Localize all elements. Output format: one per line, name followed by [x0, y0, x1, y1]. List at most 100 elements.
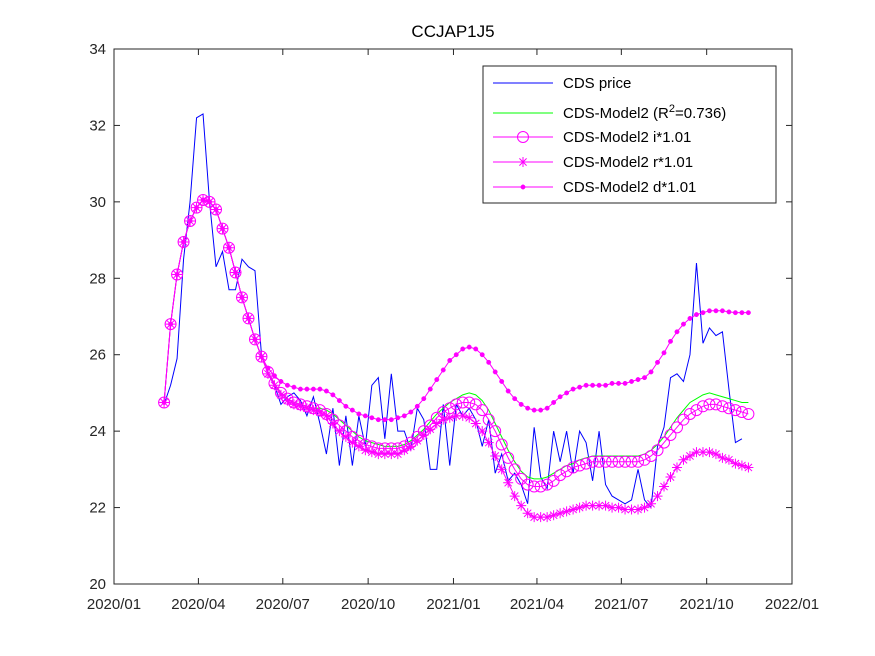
series-3-point-88 — [722, 402, 735, 415]
legend-entry-3: CDS-Model2 i*1.01 — [493, 129, 691, 146]
series-3-point-79 — [664, 428, 677, 441]
series-4-point-76 — [646, 498, 657, 509]
series-5-point-18 — [272, 373, 277, 379]
series-4-point-58 — [529, 512, 540, 523]
series-4-point-45 — [444, 412, 455, 423]
series-5-point-75 — [642, 375, 647, 381]
series-3-point-54 — [502, 451, 515, 464]
series-5-point-63 — [564, 390, 570, 396]
series-5-point-42 — [427, 386, 433, 392]
series-5-point-4 — [181, 239, 187, 245]
legend-label: CDS-Model2 i*1.01 — [563, 129, 691, 146]
series-4-point-73 — [626, 504, 637, 515]
series-5-point-52 — [492, 369, 498, 375]
series-4-point-61 — [548, 510, 559, 521]
series-4-point-68 — [594, 500, 605, 511]
series-5-point-57 — [525, 405, 531, 411]
series-4-point-37 — [392, 449, 403, 460]
series-5-point-26 — [323, 388, 329, 394]
series-3-point-68 — [593, 455, 606, 468]
series-4-point-22 — [295, 401, 306, 412]
series-4-point-25 — [314, 407, 325, 418]
series-3-point-85 — [703, 398, 716, 411]
series-5-point-76 — [648, 369, 654, 375]
series-5-point-9 — [213, 207, 219, 212]
series-4-point-91 — [743, 462, 754, 473]
series-5-point-79 — [668, 338, 673, 344]
series-4-point-53 — [496, 464, 507, 475]
series-4-point-60 — [542, 512, 553, 523]
series-5-point-65 — [577, 384, 583, 390]
series-4-point-86 — [710, 449, 721, 460]
series-5-point-23 — [304, 386, 310, 392]
series-4-point-20 — [282, 395, 293, 406]
series-4-point-38 — [399, 445, 410, 456]
series-3-point-5 — [184, 214, 197, 227]
x-tick-label: 2020/10 — [341, 596, 395, 613]
series-3-point-3 — [171, 268, 184, 281]
series-3-point-59 — [534, 480, 547, 493]
series-3-point-48 — [463, 396, 476, 409]
series-3-point-53 — [495, 438, 508, 451]
y-tick-label: 20 — [89, 576, 106, 593]
series-5-point-82 — [687, 315, 693, 321]
series-3-point-83 — [690, 404, 703, 417]
series-5-point-64 — [570, 386, 576, 392]
series-4-point-70 — [607, 502, 618, 513]
series-5-point-46 — [453, 352, 459, 358]
x-tick-label: 2020/07 — [256, 596, 310, 613]
series-5-point-34 — [375, 417, 381, 423]
series-4-point-49 — [470, 418, 481, 429]
series-4-point-89 — [730, 458, 741, 469]
series-5-point-16 — [259, 354, 264, 360]
series-4-point-81 — [678, 454, 689, 465]
series-3-point-80 — [670, 421, 683, 434]
series-3-point-6 — [190, 201, 203, 214]
series-4-point-56 — [516, 500, 527, 511]
series-4-point-78 — [659, 481, 670, 492]
series-5-point-62 — [557, 394, 563, 400]
series-4-point-50 — [477, 426, 488, 437]
series-5-point-11 — [226, 245, 232, 251]
series-4-point-17 — [262, 368, 273, 379]
series-5-point-36 — [388, 417, 394, 423]
series-5-point-85 — [707, 308, 712, 314]
legend-entry-4: CDS-Model2 r*1.01 — [493, 154, 693, 171]
series-4-point-32 — [360, 445, 371, 456]
series-4-point-24 — [308, 405, 319, 416]
series-4-point-54 — [503, 477, 514, 488]
series-5-point-40 — [414, 403, 420, 409]
series-3-point-16 — [255, 350, 268, 363]
y-tick-label: 28 — [89, 270, 106, 287]
series-3-point-46 — [450, 398, 463, 411]
series-5-point-81 — [681, 321, 686, 327]
series-5-point-50 — [479, 352, 485, 358]
series-5-point-44 — [440, 367, 446, 373]
series-3-point-11 — [223, 241, 236, 254]
series-5-point-6 — [194, 205, 199, 211]
series-3-point-15 — [248, 333, 261, 346]
series-4-point-85 — [704, 447, 715, 458]
series-3-point-70 — [606, 455, 619, 468]
series-5-point-12 — [233, 270, 238, 276]
series-4-point-67 — [587, 500, 598, 511]
series-5-point-53 — [499, 379, 505, 384]
series-4-point-80 — [671, 462, 682, 473]
series-3-point-73 — [625, 455, 638, 468]
series-3-point-75 — [638, 453, 651, 466]
series-4-point-43 — [431, 418, 442, 429]
series-5-point-17 — [265, 365, 271, 371]
series-4-point-28 — [334, 426, 345, 437]
series-5-point-20 — [284, 382, 290, 388]
series-5-point-8 — [207, 199, 212, 205]
series-5-point-90 — [739, 310, 745, 316]
series-4-point-33 — [366, 447, 377, 458]
legend-label: CDS-Model2 (R2=0.736) — [563, 103, 726, 122]
series-5-point-91 — [745, 310, 751, 316]
series-5-point-13 — [239, 294, 245, 300]
series-5-point-30 — [349, 407, 355, 413]
series-5-point-32 — [362, 413, 368, 419]
series-5-point-55 — [512, 396, 518, 402]
series-3-point-78 — [658, 436, 671, 449]
series-3-point-50 — [476, 404, 489, 417]
